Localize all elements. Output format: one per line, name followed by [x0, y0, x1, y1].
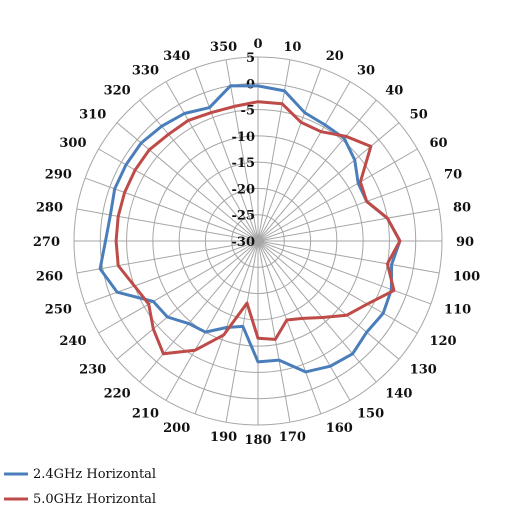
- grid-spoke: [76, 208, 259, 242]
- angle-tick-label: 60: [429, 136, 447, 151]
- grid-spoke: [257, 240, 291, 423]
- legend: 2.4GHz Horizontal 5.0GHz Horizontal: [4, 467, 156, 507]
- angle-tick-label: 240: [59, 334, 86, 349]
- angle-tick-label: 120: [429, 334, 456, 349]
- angle-tick-label: 190: [210, 430, 237, 445]
- radial-tick-label: -20: [232, 182, 256, 197]
- polar-grid: [73, 56, 443, 426]
- angle-tick-label: 50: [410, 108, 428, 123]
- angle-tick-label: 0: [253, 37, 262, 52]
- angle-tick-label: 160: [326, 421, 353, 436]
- grid-spoke: [84, 240, 259, 305]
- angle-tick-label: 100: [453, 269, 480, 284]
- angle-tick-label: 140: [385, 387, 412, 402]
- grid-spoke: [194, 67, 259, 242]
- radial-tick-label: -10: [232, 130, 256, 145]
- angle-tick-label: 150: [357, 406, 384, 421]
- grid-spoke: [257, 240, 351, 401]
- angle-tick-label: 290: [45, 167, 72, 182]
- radial-tick-label: -5: [241, 104, 255, 119]
- grid-spoke: [257, 81, 351, 242]
- grid-spoke: [257, 240, 400, 360]
- grid-spoke: [225, 240, 259, 423]
- angle-tick-label: 340: [163, 49, 190, 64]
- grid-spoke: [257, 148, 418, 242]
- series-line-1: [98, 84, 402, 374]
- grid-spoke: [257, 122, 400, 242]
- radial-axis-labels: 50-5-10-15-20-25-30: [232, 51, 256, 250]
- grid-spoke: [139, 99, 259, 242]
- grid-spoke: [165, 81, 259, 242]
- grid-spoke: [98, 240, 259, 334]
- angle-tick-label: 70: [444, 167, 462, 182]
- angle-tick-label: 30: [357, 64, 375, 79]
- grid-spoke: [257, 177, 432, 242]
- legend-label: 5.0GHz Horizontal: [33, 492, 156, 507]
- grid-spoke: [165, 240, 259, 401]
- angle-tick-label: 330: [132, 64, 159, 79]
- angle-tick-label: 300: [59, 136, 86, 151]
- angle-tick-label: 130: [410, 362, 437, 377]
- angle-tick-label: 250: [45, 303, 72, 318]
- grid-spoke: [257, 240, 440, 274]
- angle-tick-label: 270: [33, 235, 60, 250]
- angle-tick-label: 230: [79, 362, 106, 377]
- grid-spoke: [257, 240, 432, 305]
- grid-spoke: [116, 240, 259, 360]
- angle-tick-label: 110: [444, 303, 471, 318]
- angle-tick-label: 260: [36, 269, 63, 284]
- radial-tick-label: -30: [232, 235, 256, 250]
- series-lines: [98, 84, 402, 374]
- angle-tick-label: 180: [244, 433, 271, 448]
- grid-spoke: [76, 240, 259, 274]
- grid-spoke: [257, 240, 322, 415]
- angle-tick-label: 220: [104, 387, 131, 402]
- grid-spoke: [257, 99, 377, 242]
- angle-tick-label: 320: [104, 83, 131, 98]
- angle-tick-label: 210: [132, 406, 159, 421]
- grid-spoke: [139, 240, 259, 383]
- grid-spoke: [257, 67, 322, 242]
- angle-tick-label: 40: [385, 83, 403, 98]
- angle-tick-label: 90: [456, 235, 474, 250]
- angle-tick-label: 80: [453, 201, 471, 216]
- grid-spoke: [257, 240, 418, 334]
- legend-label: 2.4GHz Horizontal: [33, 467, 156, 482]
- angle-tick-label: 310: [79, 108, 106, 123]
- angle-tick-label: 20: [326, 49, 344, 64]
- grid-spoke: [257, 240, 377, 383]
- angle-tick-label: 10: [283, 40, 301, 55]
- angle-tick-label: 170: [279, 430, 306, 445]
- angle-tick-label: 200: [163, 421, 190, 436]
- radial-tick-label: -25: [232, 209, 256, 224]
- angle-tick-label: 350: [210, 40, 237, 55]
- radial-tick-label: -15: [232, 156, 256, 171]
- angle-tick-label: 280: [36, 201, 63, 216]
- radial-tick-label: 5: [246, 51, 255, 66]
- series-line-2: [114, 100, 402, 356]
- grid-spoke: [257, 208, 440, 242]
- grid-spoke: [225, 59, 259, 242]
